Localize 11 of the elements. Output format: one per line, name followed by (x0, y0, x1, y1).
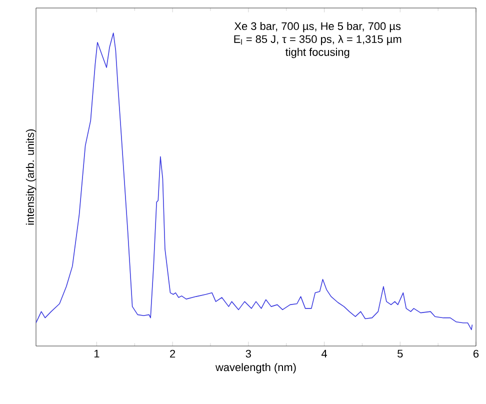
x-axis-title: wavelength (nm) (215, 363, 296, 374)
y-axis-title: intensity (arb. units) (26, 129, 36, 225)
x-tick-label: 3 (246, 350, 251, 358)
x-tick-label: 6 (474, 350, 479, 358)
annotation: E$_{l}$ = 85 J, τ = 350 ps, λ = 1,315 µm (234, 34, 402, 46)
x-tick-label: 5 (398, 350, 403, 358)
annotation: tight focusing (285, 48, 350, 58)
text: Xe 3 bar, 700 µs, He 5 bar, 700 µs (234, 22, 401, 32)
x-tick-label: 1 (94, 350, 100, 358)
x-tick-label: 4 (321, 350, 327, 358)
x-tick-label: 2 (170, 350, 176, 358)
